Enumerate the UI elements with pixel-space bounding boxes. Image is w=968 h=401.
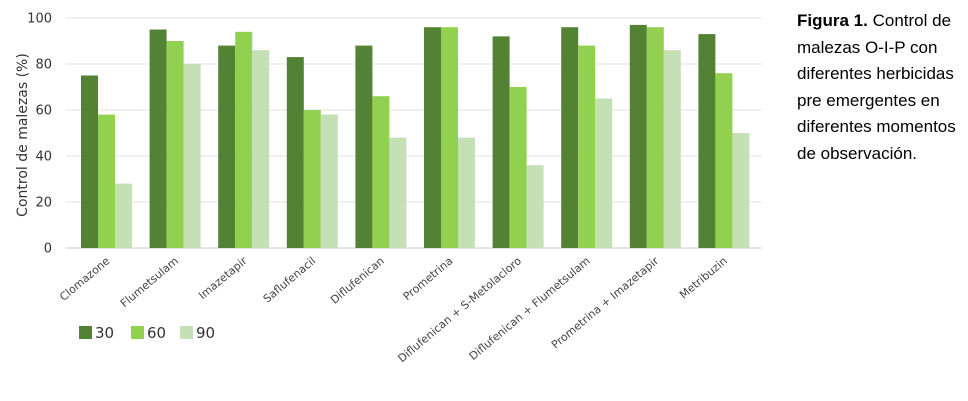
bar-series-30 xyxy=(355,45,373,248)
legend: 30 60 90 xyxy=(79,324,215,342)
bar-series-60 xyxy=(715,73,733,248)
y-tick-label: 40 xyxy=(35,150,52,165)
bar-series-90 xyxy=(320,114,338,248)
legend-swatch-30 xyxy=(79,326,92,339)
bar-series-90 xyxy=(115,183,132,248)
bar-series-90 xyxy=(458,137,475,248)
legend-label: 60 xyxy=(147,324,166,342)
figure-caption: Figura 1. Control de malezas O-I-P con d… xyxy=(797,8,965,167)
bar-series-60 xyxy=(372,96,390,248)
figure-caption-text: Control de malezas O-I-P con diferentes … xyxy=(797,11,956,163)
category-label: Saflufenacil xyxy=(261,254,318,305)
category-label: Diflufenican xyxy=(328,254,387,306)
bar-series-90 xyxy=(526,165,544,248)
bar-series-30 xyxy=(629,24,647,249)
bar-series-90 xyxy=(252,50,270,249)
bar-series-90 xyxy=(595,98,613,248)
bar-series-30 xyxy=(492,36,510,249)
bar-series-90 xyxy=(663,50,681,249)
bar-series-60 xyxy=(98,114,115,248)
category-label: Diflufenican + S-Metolacloro xyxy=(395,254,524,365)
y-tick-labels: 0 20 40 60 80 100 xyxy=(27,12,52,257)
bar-series-90 xyxy=(183,64,201,248)
category-label: Prometrina xyxy=(401,254,456,303)
y-tick-label: 100 xyxy=(27,12,52,27)
bar-series-30 xyxy=(698,34,716,248)
category-label: Imazetapir xyxy=(196,254,250,302)
category-label: Metribuzin xyxy=(677,254,730,301)
category-label: Diflufenican + Flumetsulam xyxy=(467,254,593,363)
bar-series-60 xyxy=(578,45,596,248)
bar-chart: 0 20 40 60 80 100 Clomazone Flumetsulam Imazeta… xyxy=(15,12,762,365)
bar-series-90 xyxy=(732,133,750,248)
bar-series-60 xyxy=(166,41,184,248)
figure-caption-label: Figura 1. xyxy=(797,11,868,30)
y-tick-label: 20 xyxy=(35,196,52,211)
bar-series-60 xyxy=(441,27,458,249)
bar-series-60 xyxy=(646,27,664,249)
y-tick-label: 0 xyxy=(44,242,52,257)
y-tick-label: 80 xyxy=(35,58,52,73)
bar-series-60 xyxy=(235,31,253,248)
category-label: Clomazone xyxy=(57,254,112,303)
legend-label: 30 xyxy=(95,324,114,342)
legend-swatch-90 xyxy=(180,326,193,339)
bar-series-30 xyxy=(286,57,304,248)
bar-series-30 xyxy=(149,29,167,248)
legend-swatch-60 xyxy=(131,326,144,339)
y-axis-title: Control de malezas (%) xyxy=(15,53,31,217)
bar-series-30 xyxy=(218,45,236,248)
bar-series-30 xyxy=(424,27,441,249)
category-labels: Clomazone Flumetsulam Imazetapir Saflufenac… xyxy=(57,254,730,365)
legend-label: 90 xyxy=(196,324,215,342)
bar-series-30 xyxy=(561,27,579,249)
bar-series-90 xyxy=(389,137,407,248)
bar-series-30 xyxy=(81,75,98,248)
bar-series-60 xyxy=(509,87,527,248)
bars xyxy=(81,24,750,249)
category-label: Flumetsulam xyxy=(118,254,181,310)
y-tick-label: 60 xyxy=(35,104,52,119)
bar-series-60 xyxy=(303,110,321,248)
